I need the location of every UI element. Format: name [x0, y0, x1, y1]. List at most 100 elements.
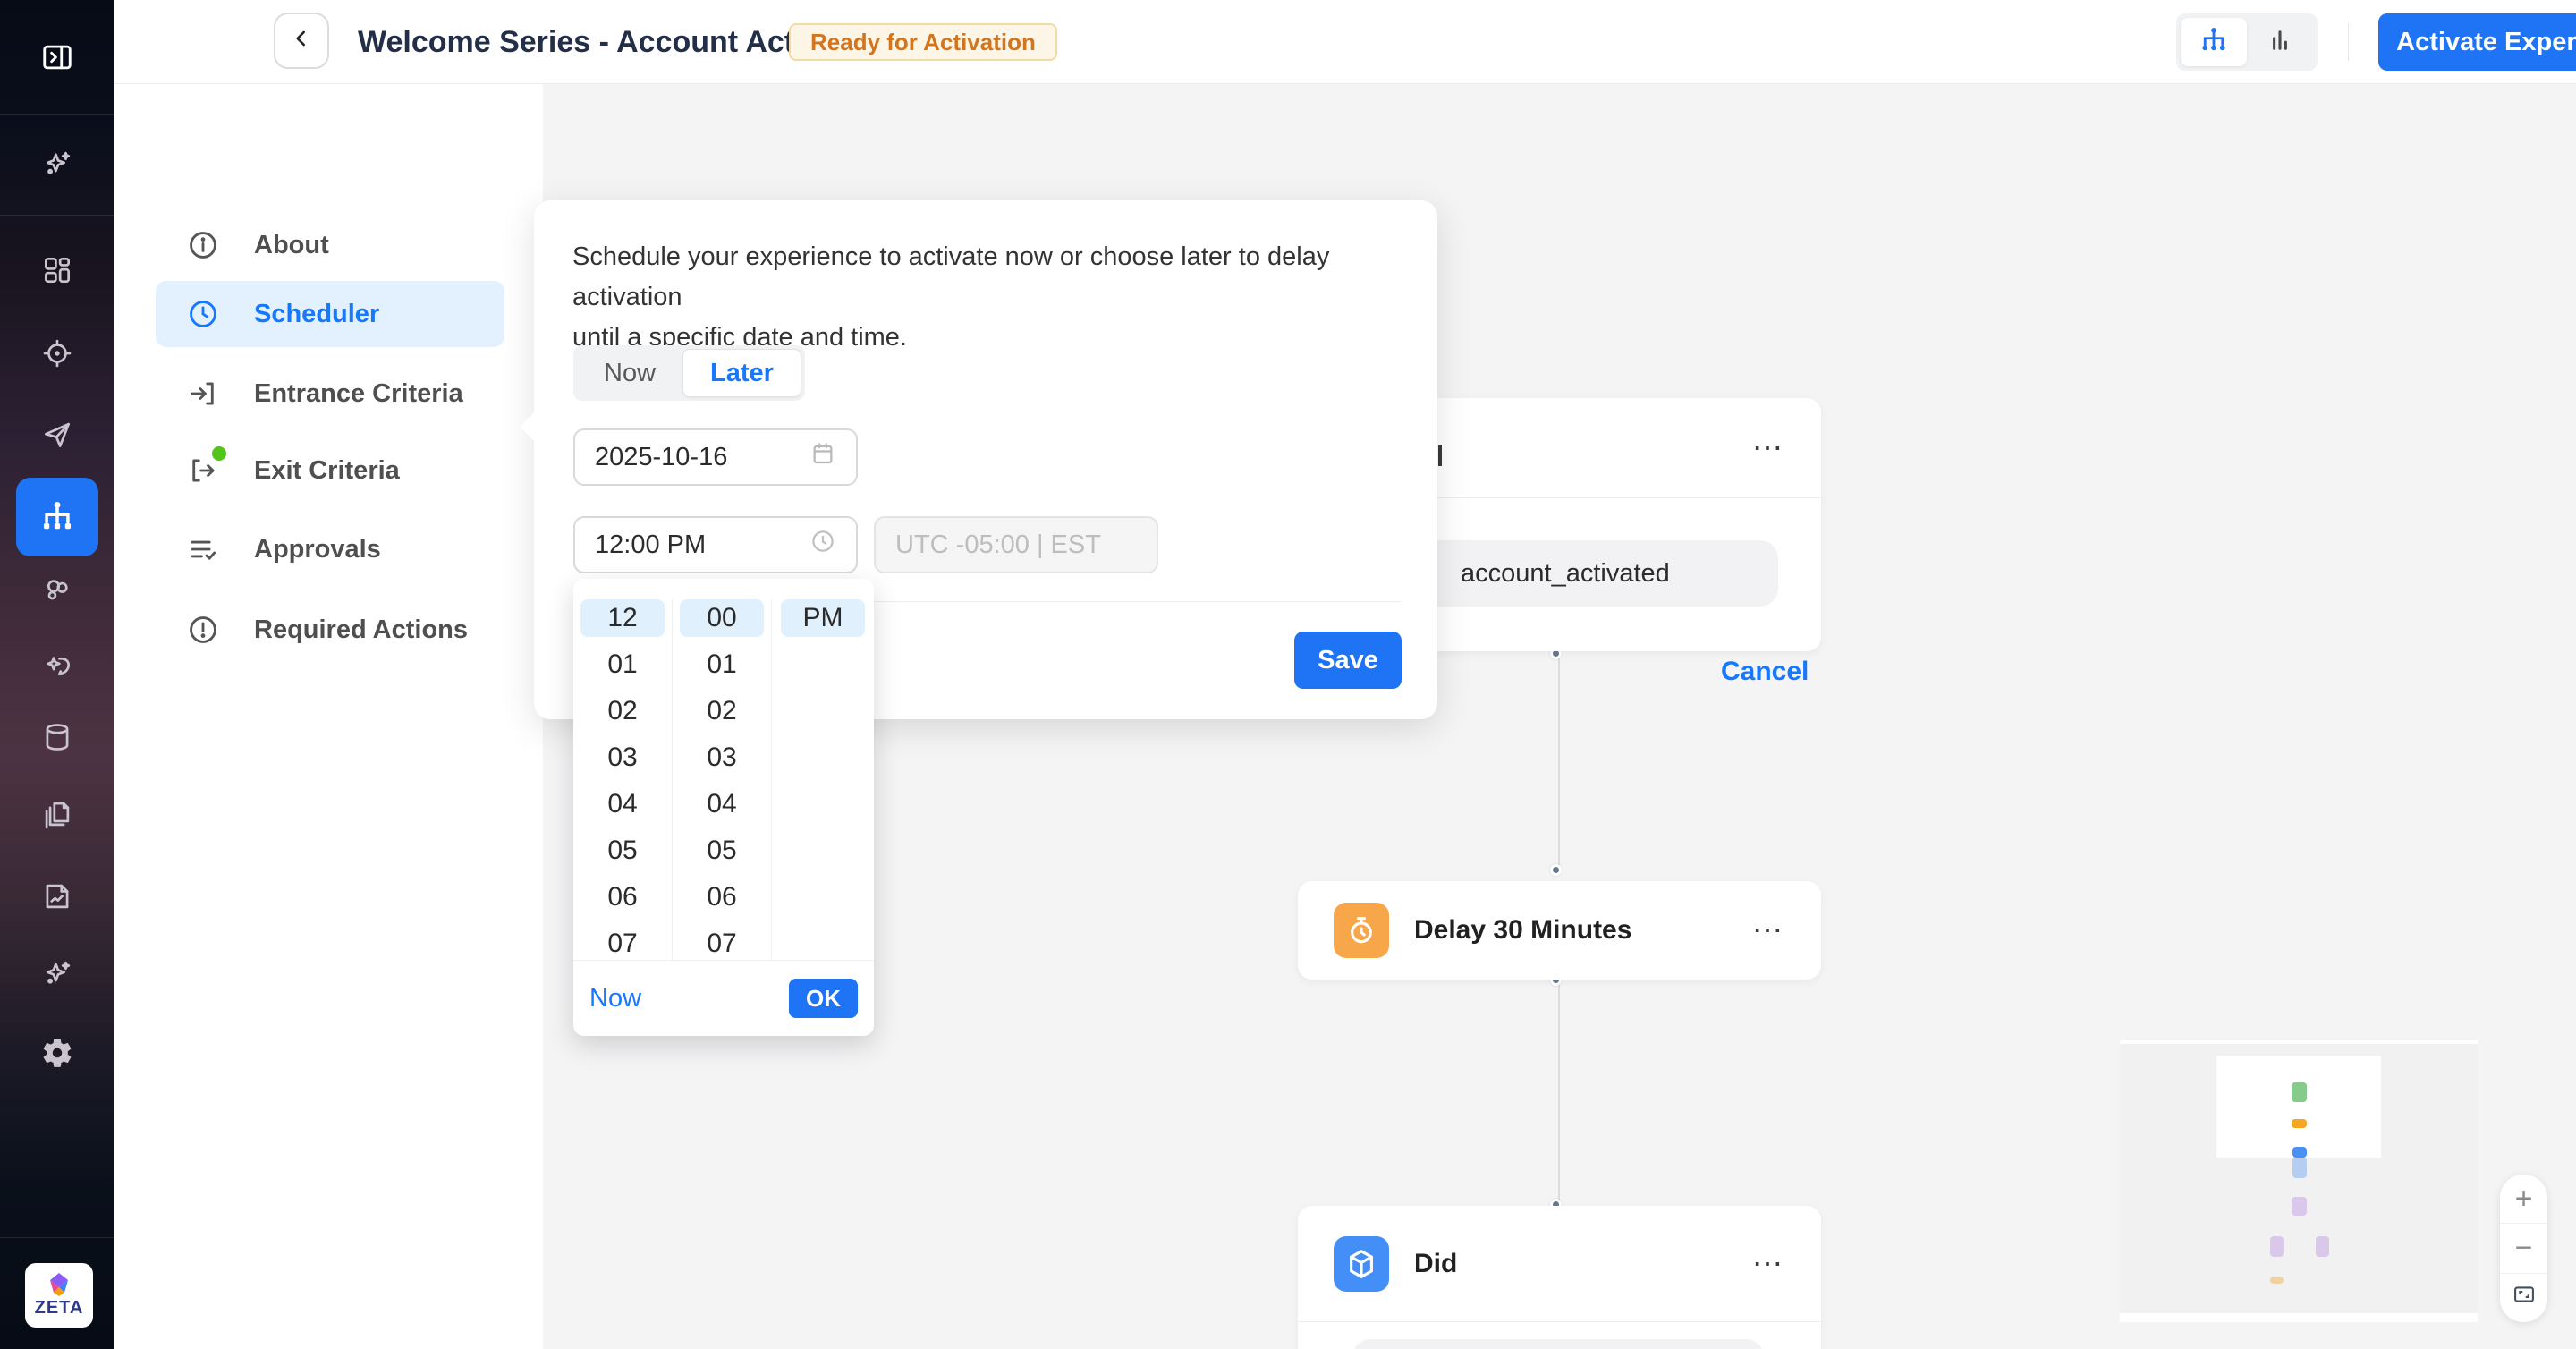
exit-criteria-status-dot: [212, 446, 226, 461]
minute-option[interactable]: 05: [707, 836, 737, 865]
cancel-button[interactable]: Cancel: [1721, 657, 1809, 686]
event-chip-label: account_activated: [1461, 558, 1670, 588]
menu-item-label: Scheduler: [254, 299, 380, 328]
back-chevron-icon: [290, 27, 313, 55]
reports-doc-icon[interactable]: [0, 870, 114, 923]
date-value: 2025-10-16: [595, 442, 728, 471]
hour-option[interactable]: 04: [607, 789, 638, 819]
event-chip[interactable]: [1352, 1339, 1764, 1349]
zeta-diamond-icon: [50, 1272, 68, 1296]
timezone-value: UTC -05:00 | EST: [895, 530, 1101, 559]
minimap-node-trigger: [2292, 1082, 2307, 1102]
save-button[interactable]: Save: [1294, 632, 1402, 689]
divider: [0, 114, 114, 115]
experience-settings-menu: About Scheduler Entrance Criteria: [114, 84, 543, 1349]
card-menu-icon[interactable]: ⋯: [1752, 430, 1785, 465]
view-mode-toggle: [2176, 13, 2318, 71]
activate-experience-button[interactable]: Activate Experience: [2378, 13, 2576, 71]
toggle-later[interactable]: Later: [682, 349, 801, 397]
minimap-area: [2120, 1044, 2478, 1313]
zoom-controls: + −: [2500, 1175, 2547, 1322]
minimap-viewport[interactable]: [2216, 1056, 2381, 1158]
minute-option[interactable]: 00: [680, 599, 764, 637]
hour-option[interactable]: 05: [607, 836, 638, 865]
date-input[interactable]: 2025-10-16: [573, 428, 858, 486]
period-column[interactable]: PM: [772, 599, 874, 960]
hour-column[interactable]: 12 01 02 03 04 05 06 07: [573, 599, 673, 960]
scheduler-description: Schedule your experience to activate now…: [572, 242, 1330, 352]
now-later-toggle: Now Later: [573, 345, 805, 401]
hour-option[interactable]: 03: [607, 742, 638, 772]
templates-copy-icon[interactable]: [0, 787, 114, 841]
minimap-node-node-6a: [2270, 1236, 2284, 1257]
minute-option[interactable]: 06: [707, 882, 737, 912]
minimap[interactable]: [2120, 1040, 2478, 1322]
delay-card-title: Delay 30 Minutes: [1414, 915, 1632, 945]
zeta-logo-text: ZETA: [34, 1297, 84, 1318]
menu-item-scheduler[interactable]: Scheduler: [156, 281, 504, 347]
time-input[interactable]: 12:00 PM: [573, 516, 858, 573]
database-icon[interactable]: [0, 710, 114, 764]
did-card[interactable]: Did ⋯: [1298, 1206, 1821, 1349]
hour-option[interactable]: 01: [607, 649, 638, 679]
minimap-node-node-6b: [2316, 1236, 2329, 1257]
did-card-header: Did ⋯: [1298, 1206, 1821, 1321]
menu-item-label: Entrance Criteria: [254, 378, 463, 408]
sidebar-item-experiences-selected[interactable]: [16, 478, 98, 556]
collapse-panel-icon[interactable]: [0, 30, 114, 84]
minute-option[interactable]: 02: [707, 696, 737, 725]
hour-option[interactable]: 02: [607, 696, 638, 725]
card-menu-icon[interactable]: ⋯: [1752, 1246, 1785, 1281]
card-menu-icon[interactable]: ⋯: [1752, 913, 1785, 947]
time-picker-dropdown: 12 01 02 03 04 05 06 07 00 01 02 03 04 05 06 07 PM Now…: [573, 579, 874, 1036]
ai-sparkle-icon[interactable]: [0, 137, 114, 191]
status-badge: Ready for Activation: [789, 23, 1057, 61]
dashboard-icon[interactable]: [0, 243, 114, 297]
menu-item-required-actions[interactable]: Required Actions: [156, 597, 504, 663]
minute-option[interactable]: 03: [707, 742, 737, 772]
target-icon[interactable]: [0, 327, 114, 380]
alert-circle-icon: [186, 613, 220, 647]
trigger-card-header: ⋯: [1298, 398, 1821, 497]
segments-circles-icon[interactable]: [0, 564, 114, 617]
menu-item-exit-criteria[interactable]: Exit Criteria: [156, 437, 504, 504]
timezone-field: UTC -05:00 | EST: [874, 516, 1158, 573]
hour-option[interactable]: 06: [607, 882, 638, 912]
time-picker-columns: 12 01 02 03 04 05 06 07 00 01 02 03 04 05 06 07 PM: [573, 579, 874, 960]
zoom-out-button[interactable]: −: [2500, 1224, 2547, 1274]
menu-item-about[interactable]: About: [156, 212, 504, 278]
connector-dot: [1550, 864, 1562, 876]
flow-view-button[interactable]: [2181, 18, 2247, 66]
hour-option[interactable]: 12: [580, 599, 665, 637]
clock-icon: [186, 297, 220, 331]
fit-view-button[interactable]: [2500, 1274, 2547, 1322]
time-picker-footer: Now OK: [573, 960, 874, 1036]
period-option[interactable]: PM: [781, 599, 865, 637]
minute-option[interactable]: 07: [707, 929, 737, 958]
delay-card[interactable]: Delay 30 Minutes ⋯: [1298, 881, 1821, 980]
settings-gear-icon[interactable]: [0, 1026, 114, 1080]
exit-icon: [186, 446, 226, 488]
journey-path-icon[interactable]: [0, 640, 114, 693]
ai-sparkle-icon[interactable]: [0, 946, 114, 1000]
analytics-view-button[interactable]: [2247, 18, 2313, 66]
minute-option[interactable]: 01: [707, 649, 737, 679]
minute-option[interactable]: 04: [707, 789, 737, 819]
menu-item-approvals[interactable]: Approvals: [156, 516, 504, 582]
zeta-logo[interactable]: ZETA: [25, 1263, 93, 1328]
menu-item-entrance-criteria[interactable]: Entrance Criteria: [156, 361, 504, 427]
back-button[interactable]: [274, 13, 329, 69]
stopwatch-icon: [1334, 903, 1389, 958]
hour-option[interactable]: 07: [607, 929, 638, 958]
bar-chart-icon: [2265, 25, 2295, 60]
flowchart-icon: [2198, 24, 2230, 61]
info-icon: [186, 228, 220, 262]
clock-small-icon: [809, 528, 836, 562]
ok-button[interactable]: OK: [789, 979, 858, 1018]
send-icon[interactable]: [0, 408, 114, 462]
now-link[interactable]: Now: [589, 983, 642, 1013]
divider: [0, 215, 114, 216]
zoom-in-button[interactable]: +: [2500, 1175, 2547, 1225]
toggle-now[interactable]: Now: [604, 358, 657, 387]
minute-column[interactable]: 00 01 02 03 04 05 06 07: [673, 599, 772, 960]
